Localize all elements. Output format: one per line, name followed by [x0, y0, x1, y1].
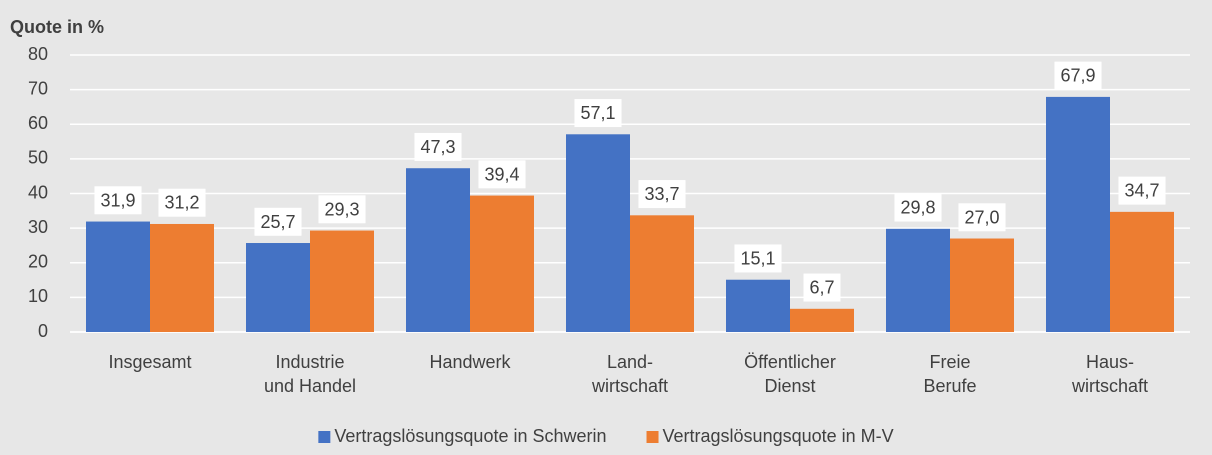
value-label-bg: [1118, 176, 1166, 205]
value-label: 6,7: [809, 278, 834, 298]
value-label-group: 47,3: [414, 132, 462, 161]
value-label: 39,4: [484, 164, 519, 184]
value-label: 31,2: [164, 193, 199, 213]
value-label: 29,8: [900, 198, 935, 218]
legend-label: Vertragslösungsquote in M-V: [663, 426, 894, 446]
value-label-bg: [94, 186, 142, 215]
bar: [950, 238, 1014, 332]
bar: [630, 215, 694, 332]
bar: [470, 195, 534, 332]
x-tick-label: Handwerk: [429, 352, 511, 372]
value-label-group: 15,1: [734, 244, 782, 273]
y-axis-title: Quote in %: [10, 17, 104, 37]
value-label: 15,1: [740, 248, 775, 268]
value-label-group: 25,7: [254, 207, 302, 236]
value-label-bg: [414, 132, 462, 161]
bar: [86, 221, 150, 332]
value-label-group: 33,7: [638, 180, 686, 209]
y-tick-label: 60: [28, 113, 48, 133]
value-label: 27,0: [964, 207, 999, 227]
y-tick-label: 70: [28, 78, 48, 98]
x-tick-label: Insgesamt: [108, 352, 192, 372]
legend-label: Vertragslösungsquote in Schwerin: [334, 426, 606, 446]
value-label-bg: [158, 188, 206, 217]
y-tick-label: 30: [28, 217, 48, 237]
value-label: 31,9: [100, 190, 135, 210]
bar: [406, 168, 470, 332]
legend-swatch: [318, 431, 331, 443]
y-tick-label: 50: [28, 148, 48, 168]
x-tick-label: Haus- wirtschaft: [1071, 352, 1149, 396]
value-label: 34,7: [1124, 181, 1159, 201]
value-label: 33,7: [644, 184, 679, 204]
value-label: 57,1: [580, 103, 615, 123]
value-label-group: 29,8: [894, 193, 942, 222]
bar: [886, 228, 950, 332]
value-label-group: 67,9: [1054, 61, 1102, 90]
bar: [246, 243, 310, 332]
bar: [310, 230, 374, 332]
value-label-bg: [958, 203, 1006, 232]
bar: [150, 223, 214, 332]
bar: [1110, 211, 1174, 332]
bar: [790, 308, 854, 332]
value-label: 25,7: [260, 212, 295, 232]
value-label: 29,3: [324, 199, 359, 219]
value-label-bg: [803, 273, 841, 302]
y-tick-label: 0: [38, 321, 48, 341]
legend-swatch: [646, 431, 659, 443]
value-label: 47,3: [420, 137, 455, 157]
value-label-bg: [734, 244, 782, 273]
x-tick-label: Freie Berufe: [923, 352, 977, 396]
bar: [566, 134, 630, 332]
y-tick-label: 40: [28, 182, 48, 202]
y-tick-label: 20: [28, 252, 48, 272]
value-label-group: 34,7: [1118, 176, 1166, 205]
value-label-group: 57,1: [574, 99, 622, 128]
value-label-group: 31,9: [94, 186, 142, 215]
x-tick-label: Industrie und Handel: [263, 352, 357, 396]
value-label-bg: [478, 160, 526, 189]
x-tick-label: Öffentlicher Dienst: [744, 352, 836, 396]
bar: [726, 279, 790, 332]
value-label-group: 27,0: [958, 203, 1006, 232]
value-label-group: 6,7: [803, 273, 841, 302]
value-label-bg: [894, 193, 942, 222]
bar: [1046, 96, 1110, 333]
y-tick-label: 80: [28, 44, 48, 64]
value-label-bg: [638, 180, 686, 209]
value-label-group: 31,2: [158, 188, 206, 217]
value-label-bg: [574, 99, 622, 128]
value-label-bg: [1054, 61, 1102, 90]
value-label-bg: [318, 195, 366, 224]
x-tick-label: Land- wirtschaft: [591, 352, 669, 396]
value-label-bg: [254, 207, 302, 236]
value-label-group: 39,4: [478, 160, 526, 189]
value-label-group: 29,3: [318, 195, 366, 224]
y-tick-label: 10: [28, 286, 48, 306]
value-label: 67,9: [1060, 66, 1095, 86]
